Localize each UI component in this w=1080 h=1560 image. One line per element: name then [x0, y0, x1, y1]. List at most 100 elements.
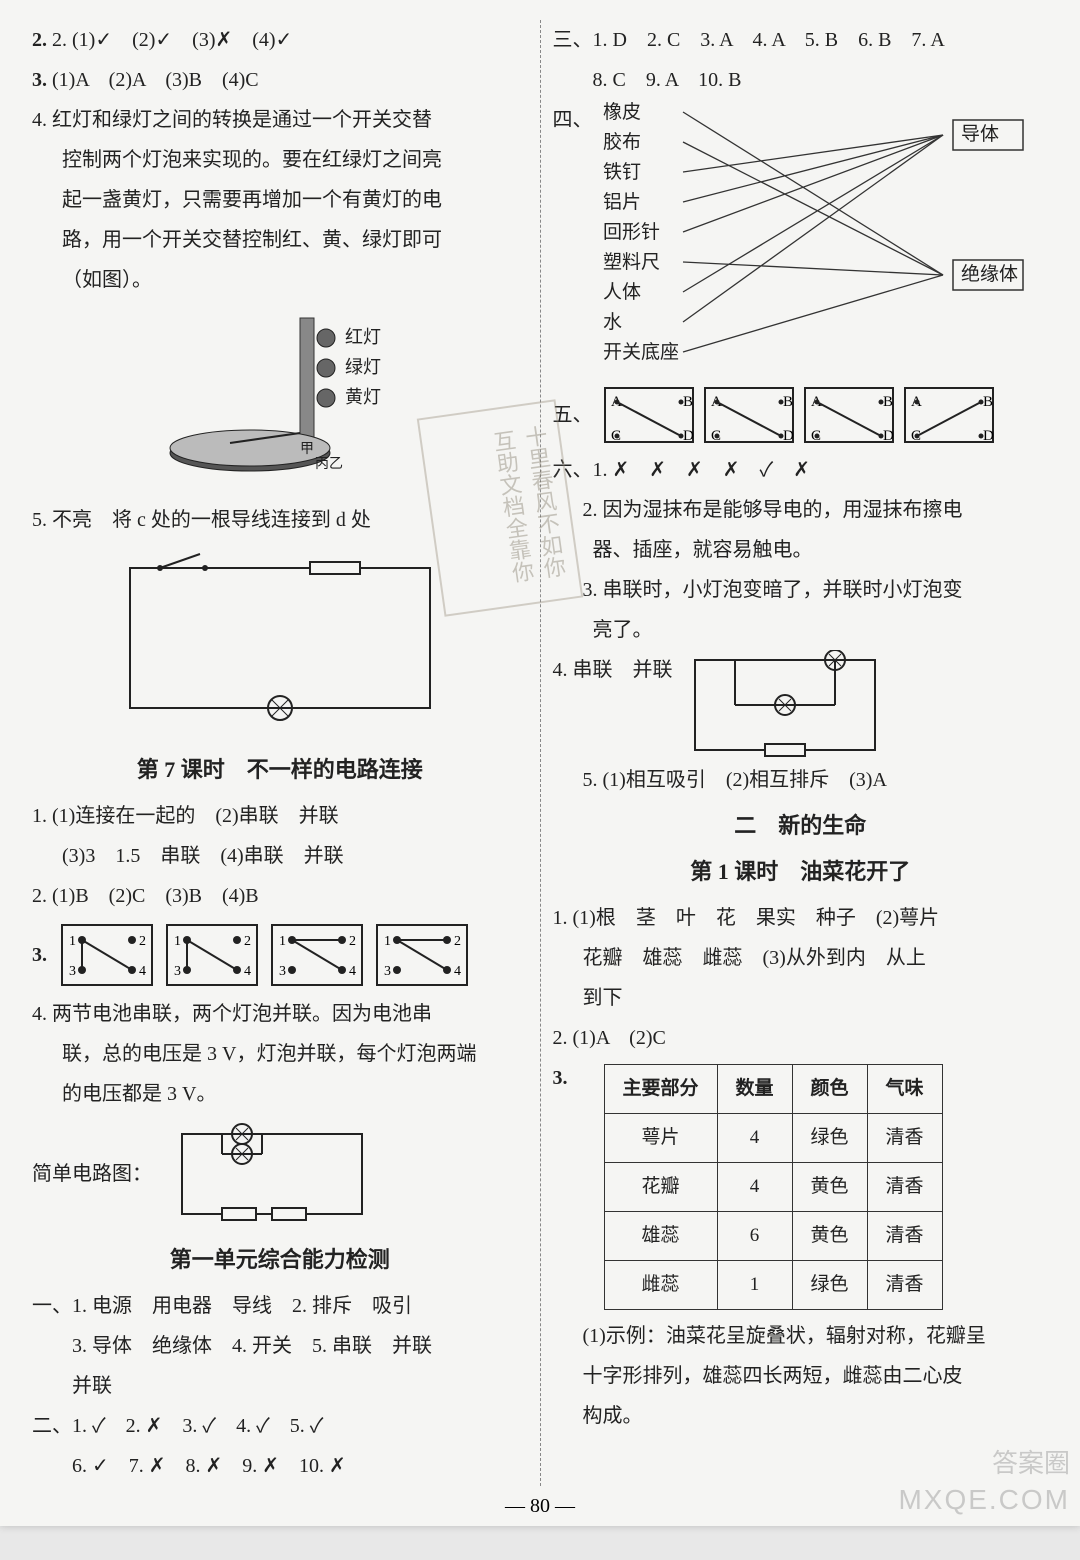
svg-text:橡皮: 橡皮 — [603, 101, 641, 123]
svg-text:甲: 甲 — [300, 442, 314, 457]
s6-q4: 4. 串联 并联 — [553, 650, 673, 690]
s6-q4-row: 4. 串联 并联 — [553, 650, 1049, 760]
matching-svg: 橡皮胶布铁钉铝片回形针塑料尺人体水开关底座 导体绝缘体 — [593, 100, 1033, 380]
u1-s2-l1: 二、1. ✓ 2. ✗ 3. ✓ 4. ✓ 5. ✓ — [32, 1406, 528, 1446]
svg-text:1: 1 — [174, 934, 181, 949]
circuit-label: 简单电路图： — [32, 1154, 152, 1194]
l7-q2: 2. (1)B (2)C (3)B (4)B — [32, 876, 528, 916]
q2-text: 2. (1)✓ (2)✓ (3)✗ (4)✓ — [52, 29, 292, 51]
svg-text:2: 2 — [349, 934, 356, 949]
svg-text:B: B — [783, 394, 793, 410]
svg-text:4: 4 — [244, 964, 251, 979]
s4-label: 四、 — [553, 100, 593, 380]
s6-q3-l2: 亮了。 — [553, 610, 1049, 650]
svg-text:丙乙: 丙乙 — [315, 456, 343, 472]
svg-text:3: 3 — [384, 964, 391, 979]
s6-l1: 六、1. ✗ ✗ ✗ ✗ ✓ ✗ — [553, 450, 1049, 490]
svg-text:4: 4 — [349, 964, 356, 979]
svg-text:2: 2 — [139, 934, 146, 949]
s6-q3-l1: 3. 串联时，小灯泡变暗了，并联时小灯泡变 — [553, 570, 1049, 610]
svg-text:B: B — [983, 394, 993, 410]
s6-q2-l1: 2. 因为湿抹布是能够导电的，用湿抹布擦电 — [553, 490, 1049, 530]
q2-line: 2. 2. (1)✓ (2)✓ (3)✗ (4)✓ — [32, 20, 528, 60]
c2-q3-row: 3. 主要部分数量颜色气味萼片4绿色清香花瓣4黄色清香雄蕊6黄色清香雌蕊1绿色清… — [553, 1058, 1049, 1316]
s5-label: 五、 — [553, 395, 593, 435]
parallel-circuit-svg — [685, 650, 885, 760]
s6-q2-l2: 器、插座，就容易触电。 — [553, 530, 1049, 570]
c2-q1-l3: 到下 — [553, 978, 1049, 1018]
c2-q3-label: 3. — [553, 1058, 568, 1098]
right-column: 三、1. D 2. C 3. A 4. A 5. B 6. B 7. A 8. … — [541, 20, 1061, 1486]
s6-q5: 5. (1)相互吸引 (2)相互排斥 (3)A — [553, 760, 1049, 800]
q4-l4: 路，用一个开关交替控制红、黄、绿灯即可 — [32, 220, 528, 260]
svg-text:导体: 导体 — [961, 123, 999, 145]
u1-s1-l2: 3. 导体 绝缘体 4. 开关 5. 串联 并联 — [32, 1326, 528, 1366]
q5-line: 5. 不亮 将 c 处的一根导线连接到 d 处 — [32, 500, 528, 540]
s3-l2: 8. C 9. A 10. B — [553, 60, 1049, 100]
u1-s1-l3: 并联 — [32, 1366, 528, 1406]
svg-text:D: D — [683, 428, 694, 444]
l7-q4-l3: 的电压都是 3 V。 — [32, 1074, 528, 1114]
simple-circuit-svg — [162, 1114, 382, 1234]
svg-text:铝片: 铝片 — [603, 191, 641, 213]
dot-boxes-svg: 1 2 3 4 1 2 3 4 1 — [57, 920, 477, 990]
q3-line: 3. (1)A (2)A (3)B (4)C — [32, 60, 528, 100]
l7-q3-row: 3. 1 2 3 4 1 2 3 4 — [32, 920, 528, 990]
svg-text:塑料尺: 塑料尺 — [603, 251, 660, 273]
lesson7-title: 第 7 课时 不一样的电路连接 — [32, 750, 528, 790]
matching-row: 四、 橡皮胶布铁钉铝片回形针塑料尺人体水开关底座 导体绝缘体 — [553, 100, 1049, 380]
q4-l3: 起一盏黄灯，只需要再增加一个有黄灯的电 — [32, 180, 528, 220]
svg-text:1: 1 — [69, 934, 76, 949]
s3-l1: 三、1. D 2. C 3. A 4. A 5. B 6. B 7. A — [553, 20, 1049, 60]
c2-q2: 2. (1)A (2)C — [553, 1018, 1049, 1058]
lesson1-title: 第 1 课时 油菜花开了 — [553, 852, 1049, 892]
page-footer: — 80 — — [0, 1495, 1080, 1518]
flower-table: 主要部分数量颜色气味萼片4绿色清香花瓣4黄色清香雄蕊6黄色清香雌蕊1绿色清香 — [604, 1064, 943, 1310]
svg-text:3: 3 — [174, 964, 181, 979]
svg-text:人体: 人体 — [603, 281, 641, 303]
c2-q3-n3: 构成。 — [553, 1396, 1049, 1436]
c2-q1-l1: 1. (1)根 茎 叶 花 果实 种子 (2)萼片 — [553, 898, 1049, 938]
svg-text:黄灯: 黄灯 — [345, 387, 381, 407]
q4-l2: 控制两个灯泡来实现的。要在红绿灯之间亮 — [32, 140, 528, 180]
l7-q4-l1: 4. 两节电池串联，两个灯泡并联。因为电池串 — [32, 994, 528, 1034]
svg-text:1: 1 — [384, 934, 391, 949]
c2-q3-n1: (1)示例：油菜花呈旋叠状，辐射对称，花瓣呈 — [553, 1316, 1049, 1356]
svg-text:绝缘体: 绝缘体 — [961, 263, 1018, 285]
l7-q1-l1: 1. (1)连接在一起的 (2)串联 并联 — [32, 796, 528, 836]
svg-text:4: 4 — [454, 964, 461, 979]
u1-s2-l2: 6. ✓ 7. ✗ 8. ✗ 9. ✗ 10. ✗ — [32, 1446, 528, 1486]
svg-text:3: 3 — [69, 964, 76, 979]
l7-q1-l2: (3)3 1.5 串联 (4)串联 并联 — [32, 836, 528, 876]
svg-text:红灯: 红灯 — [345, 327, 381, 347]
svg-text:D: D — [883, 428, 894, 444]
q3-text: (1)A (2)A (3)B (4)C — [52, 69, 259, 91]
svg-text:2: 2 — [454, 934, 461, 949]
svg-text:铁钉: 铁钉 — [603, 161, 641, 183]
s5-row: 五、 ABCDABCDABCDABCD — [553, 380, 1049, 450]
svg-text:1: 1 — [279, 934, 286, 949]
svg-text:B: B — [683, 394, 693, 410]
svg-text:D: D — [783, 428, 794, 444]
svg-text:开关底座: 开关底座 — [603, 341, 679, 363]
unit1-title: 第一单元综合能力检测 — [32, 1240, 528, 1280]
chapter2-title: 二 新的生命 — [553, 806, 1049, 846]
svg-text:绿灯: 绿灯 — [345, 357, 381, 377]
l7-q4-l2: 联，总的电压是 3 V，灯泡并联，每个灯泡两端 — [32, 1034, 528, 1074]
svg-text:回形针: 回形针 — [603, 221, 660, 243]
left-column: 2. 2. (1)✓ (2)✓ (3)✗ (4)✓ 3. (1)A (2)A (… — [20, 20, 541, 1486]
abcd-boxes-svg: ABCDABCDABCDABCD — [601, 380, 1001, 450]
simple-circuit-row: 简单电路图： — [32, 1114, 528, 1234]
svg-text:D: D — [983, 428, 994, 444]
svg-text:水: 水 — [603, 311, 622, 333]
c2-q3-n2: 十字形排列，雄蕊四长两短，雌蕊由二心皮 — [553, 1356, 1049, 1396]
svg-text:4: 4 — [139, 964, 146, 979]
svg-text:B: B — [883, 394, 893, 410]
q4-l5: （如图）。 — [32, 260, 528, 300]
svg-text:3: 3 — [279, 964, 286, 979]
q4-l1: 4. 红灯和绿灯之间的转换是通过一个开关交替 — [32, 100, 528, 140]
svg-text:2: 2 — [244, 934, 251, 949]
c2-q1-l2: 花瓣 雄蕊 雌蕊 (3)从外到内 从上 — [553, 938, 1049, 978]
svg-text:胶布: 胶布 — [603, 131, 641, 153]
u1-s1-l1: 一、1. 电源 用电器 导线 2. 排斥 吸引 — [32, 1286, 528, 1326]
